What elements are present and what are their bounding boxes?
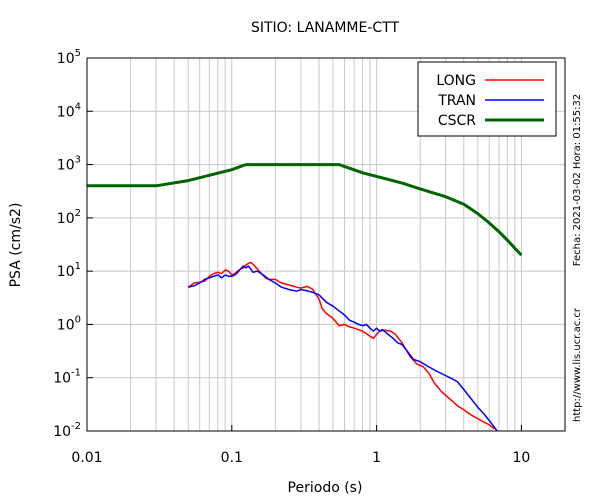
x-tick-label: 1 xyxy=(372,450,381,466)
y-axis-label: PSA (cm/s2) xyxy=(8,203,24,288)
x-tick-label: 0.1 xyxy=(221,450,243,466)
chart-title: SITIO: LANAMME-CTT xyxy=(251,20,400,36)
x-axis-ticks: 0.01 0.1 1 10 xyxy=(71,425,530,466)
legend-label-tran: TRAN xyxy=(437,93,476,109)
y-tick-label: 103 xyxy=(57,155,81,174)
series-line-tran xyxy=(188,265,498,432)
y-tick-label: 100 xyxy=(57,314,81,333)
series-line-long xyxy=(187,261,495,430)
plot-frame xyxy=(86,57,566,432)
x-axis-label: Periodo (s) xyxy=(288,480,363,496)
legend: LONG TRAN CSCR xyxy=(417,61,557,137)
timestamp-label: Fecha: 2021-03-02 Hora: 01:55:32 xyxy=(572,94,583,267)
x-tick-label: 0.01 xyxy=(71,450,102,466)
series-line-cscr xyxy=(87,163,523,257)
y-tick-label: 10-1 xyxy=(53,368,81,387)
legend-box xyxy=(417,61,557,137)
x-tick-label: 10 xyxy=(512,450,530,466)
y-tick-label: 101 xyxy=(57,261,81,280)
series-group xyxy=(87,163,523,432)
legend-label-long: LONG xyxy=(436,73,476,89)
website-label: http://www.lis.ucr.ac.cr xyxy=(572,307,583,422)
legend-label-cscr: CSCR xyxy=(438,113,476,129)
y-tick-label: 105 xyxy=(57,48,81,67)
grid xyxy=(86,57,566,432)
y-tick-label: 10-2 xyxy=(53,421,81,440)
y-tick-label: 104 xyxy=(57,101,81,120)
y-axis-ticks: 10-2 10-1 100 101 102 103 104 105 xyxy=(53,48,93,440)
y-tick-label: 102 xyxy=(57,208,81,227)
